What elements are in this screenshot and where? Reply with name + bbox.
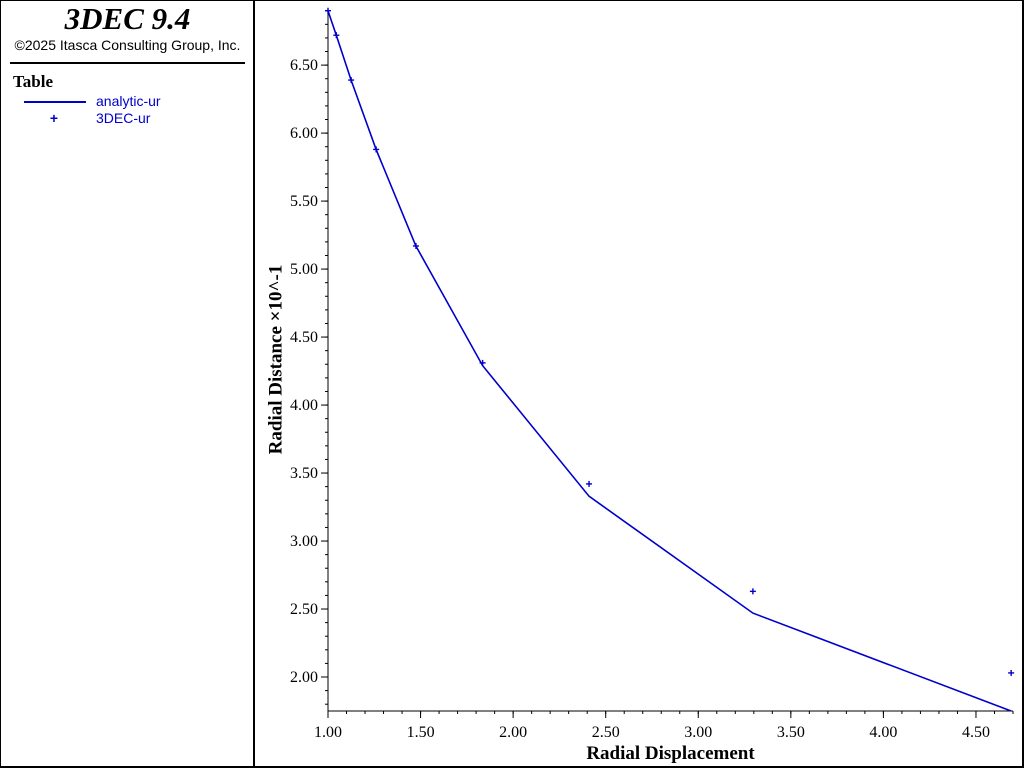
ticks (321, 10, 1014, 718)
y-tick-label: 2.50 (290, 601, 318, 618)
legend-item-analytic-ur: analytic-ur (22, 92, 242, 110)
x-tick-label: 4.50 (962, 724, 990, 741)
legend-heading: Table (13, 72, 54, 91)
x-tick-label: 4.00 (869, 724, 897, 741)
x-tick-label: 2.00 (499, 724, 527, 741)
x-tick-label: 1.00 (314, 724, 342, 741)
legend-label: 3DEC-ur (96, 110, 151, 126)
sidebar-divider (10, 62, 245, 64)
y-tick-label: 6.50 (290, 57, 318, 74)
legend-item-3dec-ur: + 3DEC-ur (22, 109, 242, 127)
series-point-3dec-ur (325, 7, 331, 14)
y-tick-label: 5.00 (290, 261, 318, 278)
tick-labels: 1.00 1.50 2.00 2.50 3.00 3.50 4.00 4.50 2.00 2.50… (290, 57, 990, 741)
x-tick-label: 3.00 (684, 724, 712, 741)
y-tick-label: 6.00 (290, 125, 318, 142)
y-tick-label: 4.50 (290, 329, 318, 346)
series-point-3dec-ur (333, 32, 340, 39)
app-title: 3DEC 9.4 (64, 1, 191, 36)
y-tick-label: 5.50 (290, 193, 318, 210)
y-axis-title: Radial Distance ×10^-1 (266, 265, 287, 455)
axes (327, 8, 1013, 712)
legend-label: analytic-ur (96, 93, 161, 109)
series-point-3dec-ur (373, 146, 380, 153)
y-tick-label: 3.00 (290, 533, 318, 550)
copyright-text: ©2025 Itasca Consulting Group, Inc. (14, 37, 241, 53)
y-tick-label: 2.00 (290, 669, 318, 686)
series-point-3dec-ur (749, 588, 756, 595)
series-layer (325, 7, 1015, 712)
plus-marker-icon: + (49, 110, 59, 126)
x-tick-label: 2.50 (592, 724, 620, 741)
series-point-3dec-ur (412, 242, 419, 249)
series-point-3dec-ur (1008, 669, 1015, 676)
legend-panel: 3DEC 9.4 ©2025 Itasca Consulting Group, … (0, 0, 255, 767)
x-axis-title: Radial Displacement (586, 743, 755, 764)
x-tick-label: 1.50 (407, 724, 435, 741)
series-line-analytic-ur (327, 10, 1012, 712)
x-tick-label: 3.50 (777, 724, 805, 741)
y-tick-label: 4.00 (290, 397, 318, 414)
y-tick-label: 3.50 (290, 465, 318, 482)
series-point-3dec-ur (348, 77, 355, 84)
line-swatch-icon (24, 101, 86, 103)
chart-plot: 1.00 1.50 2.00 2.50 3.00 3.50 4.00 4.50 2.00 2.50… (266, 7, 1015, 764)
series-point-3dec-ur (586, 480, 593, 487)
series-point-3dec-ur (479, 359, 486, 366)
